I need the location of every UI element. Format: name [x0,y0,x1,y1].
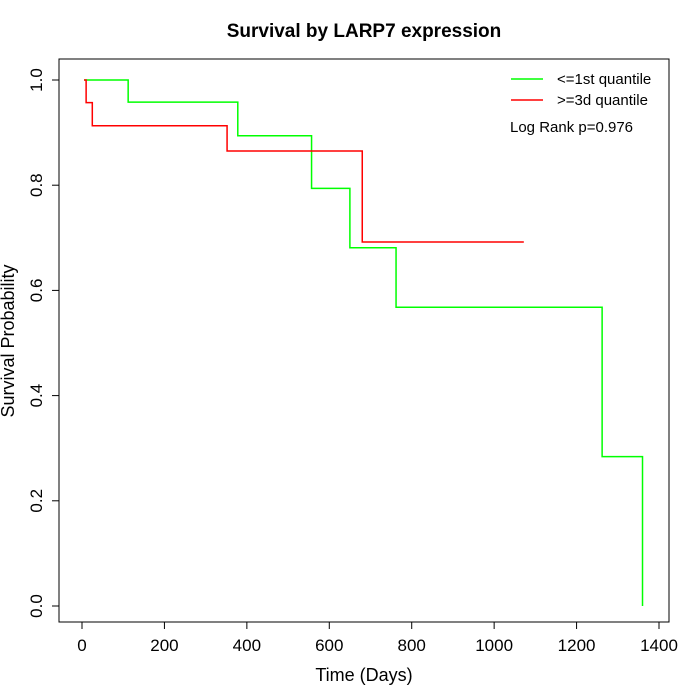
x-axis: 0 200 400 600 800 1000 1200 1400 [77,621,678,655]
y-tick-label: 0.0 [27,594,46,618]
y-tick-label: 0.2 [27,489,46,513]
x-tick-label: 800 [398,636,426,655]
x-axis-label: Time (Days) [315,665,412,685]
x-tick-label: 1000 [475,636,513,655]
chart-title: Survival by LARP7 expression [227,21,502,42]
series-line-2 [84,79,524,243]
legend-label: >=3d quantile [557,92,648,109]
y-tick-label: 0.8 [27,173,46,197]
y-tick-label: 1.0 [27,68,46,92]
series-group [84,79,644,606]
x-tick-label: 400 [233,636,261,655]
x-tick-label: 1400 [640,636,678,655]
series-line-1 [84,79,644,606]
y-tick-label: 0.4 [27,384,46,408]
legend-label: <=1st quantile [557,71,651,88]
y-axis: 0.0 0.2 0.4 0.6 0.8 1.0 [27,68,60,618]
y-tick-label: 0.6 [27,279,46,303]
log-rank-annotation: Log Rank p=0.976 [510,119,633,136]
x-tick-label: 1200 [558,636,596,655]
y-axis-label: Survival Probability [0,264,18,417]
plot-area-border [58,58,670,623]
x-tick-label: 0 [77,636,86,655]
legend: <=1st quantile >=3d quantile [511,71,651,109]
x-tick-label: 200 [150,636,178,655]
x-tick-label: 600 [315,636,343,655]
